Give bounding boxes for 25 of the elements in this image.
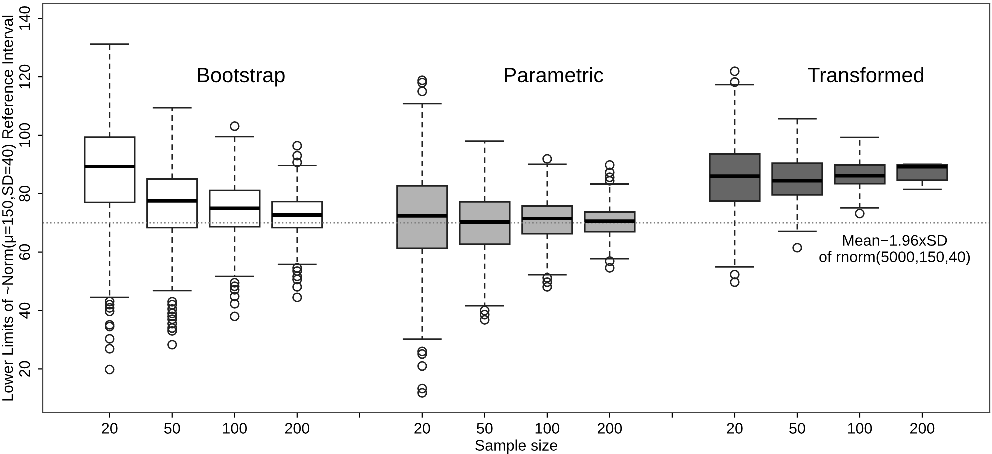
annotation: Bootstrap — [198, 68, 285, 87]
x-axis-title: Sample size — [476, 440, 558, 454]
y-tick-label: 140 — [19, 6, 30, 30]
y-axis-title: Lower Limits of ~Norm(μ=150,SD=40) Reference Interval — [2, 16, 16, 401]
x-tick-label: 200 — [285, 423, 310, 434]
y-tick-label: 100 — [19, 123, 30, 148]
ref-line-label: Mean−1.96xSD of rnorm(5000,150,40) — [820, 235, 970, 266]
y-tick-label: 40 — [19, 302, 30, 319]
y-tick-label: 20 — [19, 361, 30, 377]
y-tick-label: 80 — [19, 186, 30, 202]
x-tick-label: 20 — [414, 423, 430, 434]
x-tick-label: 20 — [727, 423, 743, 434]
annotation: Parametric — [505, 67, 604, 83]
x-tick-label: 100 — [848, 423, 872, 434]
x-tick-label: 50 — [477, 423, 493, 434]
x-tick-label: 100 — [536, 423, 560, 434]
x-tick-label: 50 — [164, 423, 180, 434]
x-tick-label: 50 — [790, 423, 806, 434]
x-tick-label: 100 — [223, 423, 248, 434]
y-tick-label: 60 — [19, 244, 30, 260]
x-tick-label: 200 — [910, 423, 935, 434]
annotation: Transformed — [808, 67, 924, 83]
x-tick-label: 20 — [102, 423, 118, 434]
x-tick-label: 200 — [598, 423, 622, 434]
y-tick-label: 120 — [19, 64, 30, 89]
